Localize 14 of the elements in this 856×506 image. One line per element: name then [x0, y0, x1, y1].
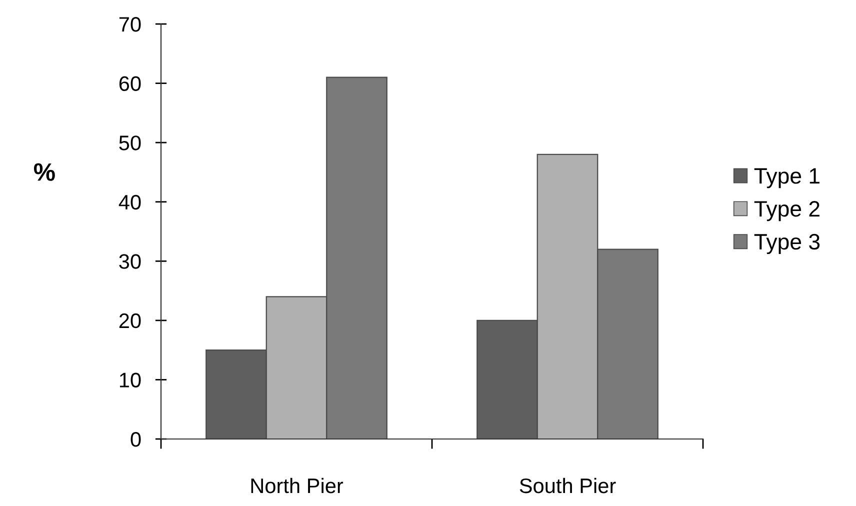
y-tick-label: 70: [119, 17, 141, 32]
x-tick-label: North Pier: [251, 478, 344, 494]
legend-label: Type 2: [754, 200, 820, 222]
legend-label: Type 1: [754, 168, 820, 188]
y-axis-title: %: [34, 163, 55, 181]
legend-label: Type 3: [754, 234, 820, 254]
x-tick-label: South Pier: [520, 478, 616, 494]
y-tick-label: 30: [119, 254, 141, 269]
y-tick-label: 20: [119, 313, 141, 328]
y-tick-label: 60: [119, 76, 141, 92]
y-tick-label: 40: [118, 194, 141, 210]
y-tick-label: 0: [130, 432, 141, 447]
y-tick-label: 50: [119, 136, 141, 150]
y-tick-label: 10: [120, 372, 141, 388]
